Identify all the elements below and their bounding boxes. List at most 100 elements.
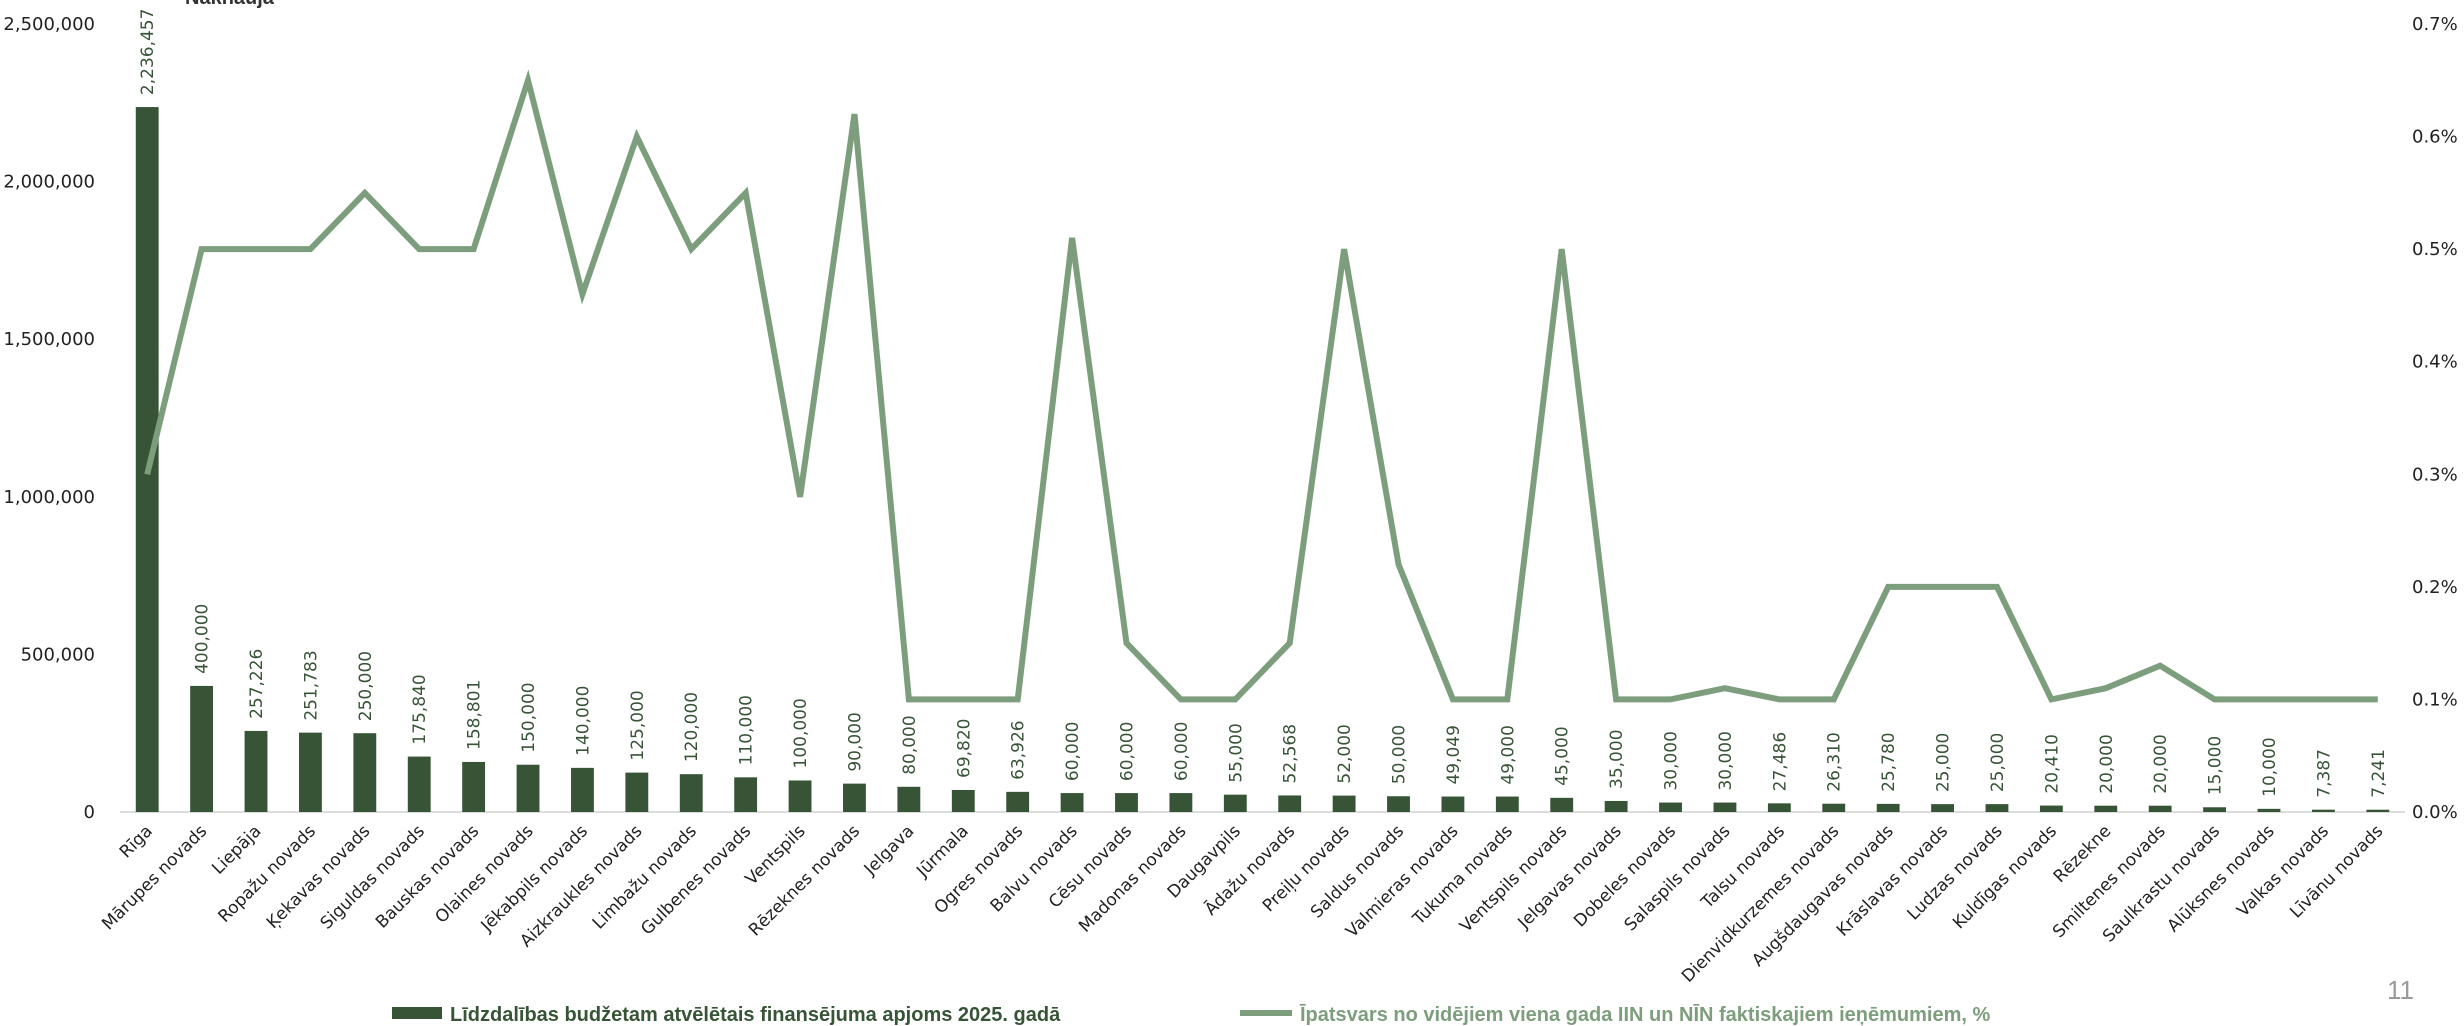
bar — [1223, 794, 1247, 812]
bar — [1985, 804, 2009, 812]
category-label: Tukuma novads — [1408, 821, 1517, 930]
category-label: Olaines novads — [431, 821, 537, 927]
bar — [2039, 805, 2063, 812]
bar — [1550, 797, 1574, 812]
bar — [1604, 800, 1628, 812]
bar — [1387, 796, 1410, 812]
bar — [843, 783, 866, 812]
bar — [462, 761, 486, 812]
bar — [298, 732, 322, 812]
right-axis-tick-label: 0.2% — [2412, 577, 2458, 598]
bar — [734, 777, 758, 812]
bar — [1876, 803, 1900, 812]
bar-data-label: 69,820 — [954, 719, 974, 778]
legend-swatch-bars — [392, 1007, 442, 1019]
bar-data-label: 120,000 — [682, 692, 702, 762]
bar-data-label: 35,000 — [1607, 729, 1627, 788]
left-axis-tick-label: 1,000,000 — [3, 487, 95, 508]
bar-data-label: 100,000 — [791, 698, 811, 768]
left-axis-tick-label: 0 — [84, 802, 95, 823]
bar — [1060, 793, 1084, 812]
bar — [2257, 808, 2281, 812]
right-axis-tick-label: 0.6% — [2412, 127, 2458, 148]
bar-data-label: 20,000 — [2151, 734, 2171, 793]
legend-label-line: Īpatsvars no vidējiem viena gada IIN un … — [1299, 1004, 1990, 1026]
bar-data-label: 50,000 — [1390, 725, 1410, 784]
bar-data-label: 30,000 — [1662, 731, 1682, 790]
bar — [1931, 804, 1954, 812]
bar-data-label: 15,000 — [2206, 736, 2226, 795]
right-axis-tick-label: 0.4% — [2412, 352, 2458, 373]
bar — [1332, 795, 1356, 812]
bar-data-label: 63,926 — [1009, 720, 1029, 779]
category-label: Rīga — [116, 821, 157, 862]
bar-data-label: 60,000 — [1172, 722, 1192, 781]
bar — [1767, 803, 1791, 812]
bar — [1713, 802, 1737, 812]
category-label: Mārupes novads — [98, 821, 211, 934]
bar — [516, 764, 540, 812]
bar — [244, 730, 268, 812]
bar — [951, 789, 975, 812]
page-number: 11 — [2387, 975, 2414, 1005]
bar — [1115, 793, 1138, 812]
right-axis-tick-label: 0.3% — [2412, 464, 2458, 485]
category-label: Līvānu novads — [2286, 821, 2387, 922]
category-label: Kuldīgas novads — [1949, 821, 2061, 933]
bar-data-label: 52,000 — [1335, 724, 1355, 783]
left-axis-tick-label: 2,500,000 — [3, 14, 95, 35]
bar-data-label: 140,000 — [573, 686, 593, 756]
bar-data-label: 60,000 — [1063, 722, 1083, 781]
bar — [2366, 809, 2390, 812]
left-axis-tick-label: 1,500,000 — [3, 329, 95, 350]
bar — [2148, 805, 2172, 812]
bar — [353, 733, 377, 812]
bar-data-label: 55,000 — [1226, 723, 1246, 782]
bar-data-label: 2,236,457 — [138, 9, 158, 96]
bar-data-label: 26,310 — [1825, 732, 1845, 791]
bar-data-label: 150,000 — [519, 682, 539, 752]
bar-data-label: 158,801 — [465, 680, 485, 750]
bar — [679, 774, 703, 812]
bar-data-label: 250,000 — [356, 651, 376, 721]
bar-data-label: 20,000 — [2097, 734, 2117, 793]
bar — [625, 772, 649, 812]
bar-data-label: 49,049 — [1444, 725, 1464, 784]
bar-data-label: 20,410 — [2042, 734, 2062, 793]
bar — [1006, 791, 1030, 812]
bar-data-label: 125,000 — [628, 690, 648, 760]
bar — [897, 786, 921, 812]
share-line — [144, 69, 2378, 703]
bar — [190, 685, 214, 812]
bar-data-label: 45,000 — [1553, 726, 1573, 785]
bar-data-label: 27,486 — [1770, 732, 1790, 791]
bar-data-label: 7,387 — [2314, 749, 2334, 798]
bar-data-label: 400,000 — [193, 604, 213, 674]
chart-title-fragment: Nāknāuja — [185, 0, 275, 9]
bar — [407, 756, 431, 812]
category-label: Jelgava — [860, 821, 919, 880]
bar — [1441, 796, 1465, 812]
bar-data-label: 52,568 — [1281, 724, 1301, 783]
bar — [2203, 807, 2227, 812]
bar — [1659, 802, 1682, 812]
bar — [2311, 809, 2335, 812]
bar-data-label: 7,241 — [2369, 749, 2389, 798]
legend-label-bars: Līdzdalības budžetam atvēlētais finansēj… — [450, 1004, 1061, 1026]
right-axis-tick-label: 0.5% — [2412, 239, 2458, 260]
bar-data-label: 25,000 — [1934, 733, 1954, 792]
right-axis-tick-label: 0.0% — [2412, 802, 2458, 823]
right-axis-tick-label: 0.1% — [2412, 689, 2458, 710]
right-axis-tick-label: 0.7% — [2412, 14, 2458, 35]
bar-data-label: 175,840 — [410, 674, 430, 744]
bar-data-label: 30,000 — [1716, 731, 1736, 790]
bar — [571, 767, 594, 812]
left-axis-tick-label: 2,000,000 — [3, 172, 95, 193]
bar-data-label: 60,000 — [1117, 722, 1137, 781]
bar — [135, 107, 159, 813]
bar-data-label: 25,000 — [1988, 733, 2008, 792]
bar — [1822, 803, 1846, 812]
left-axis-tick-label: 500,000 — [21, 644, 95, 665]
category-label: Ludzas novads — [1904, 821, 2007, 924]
